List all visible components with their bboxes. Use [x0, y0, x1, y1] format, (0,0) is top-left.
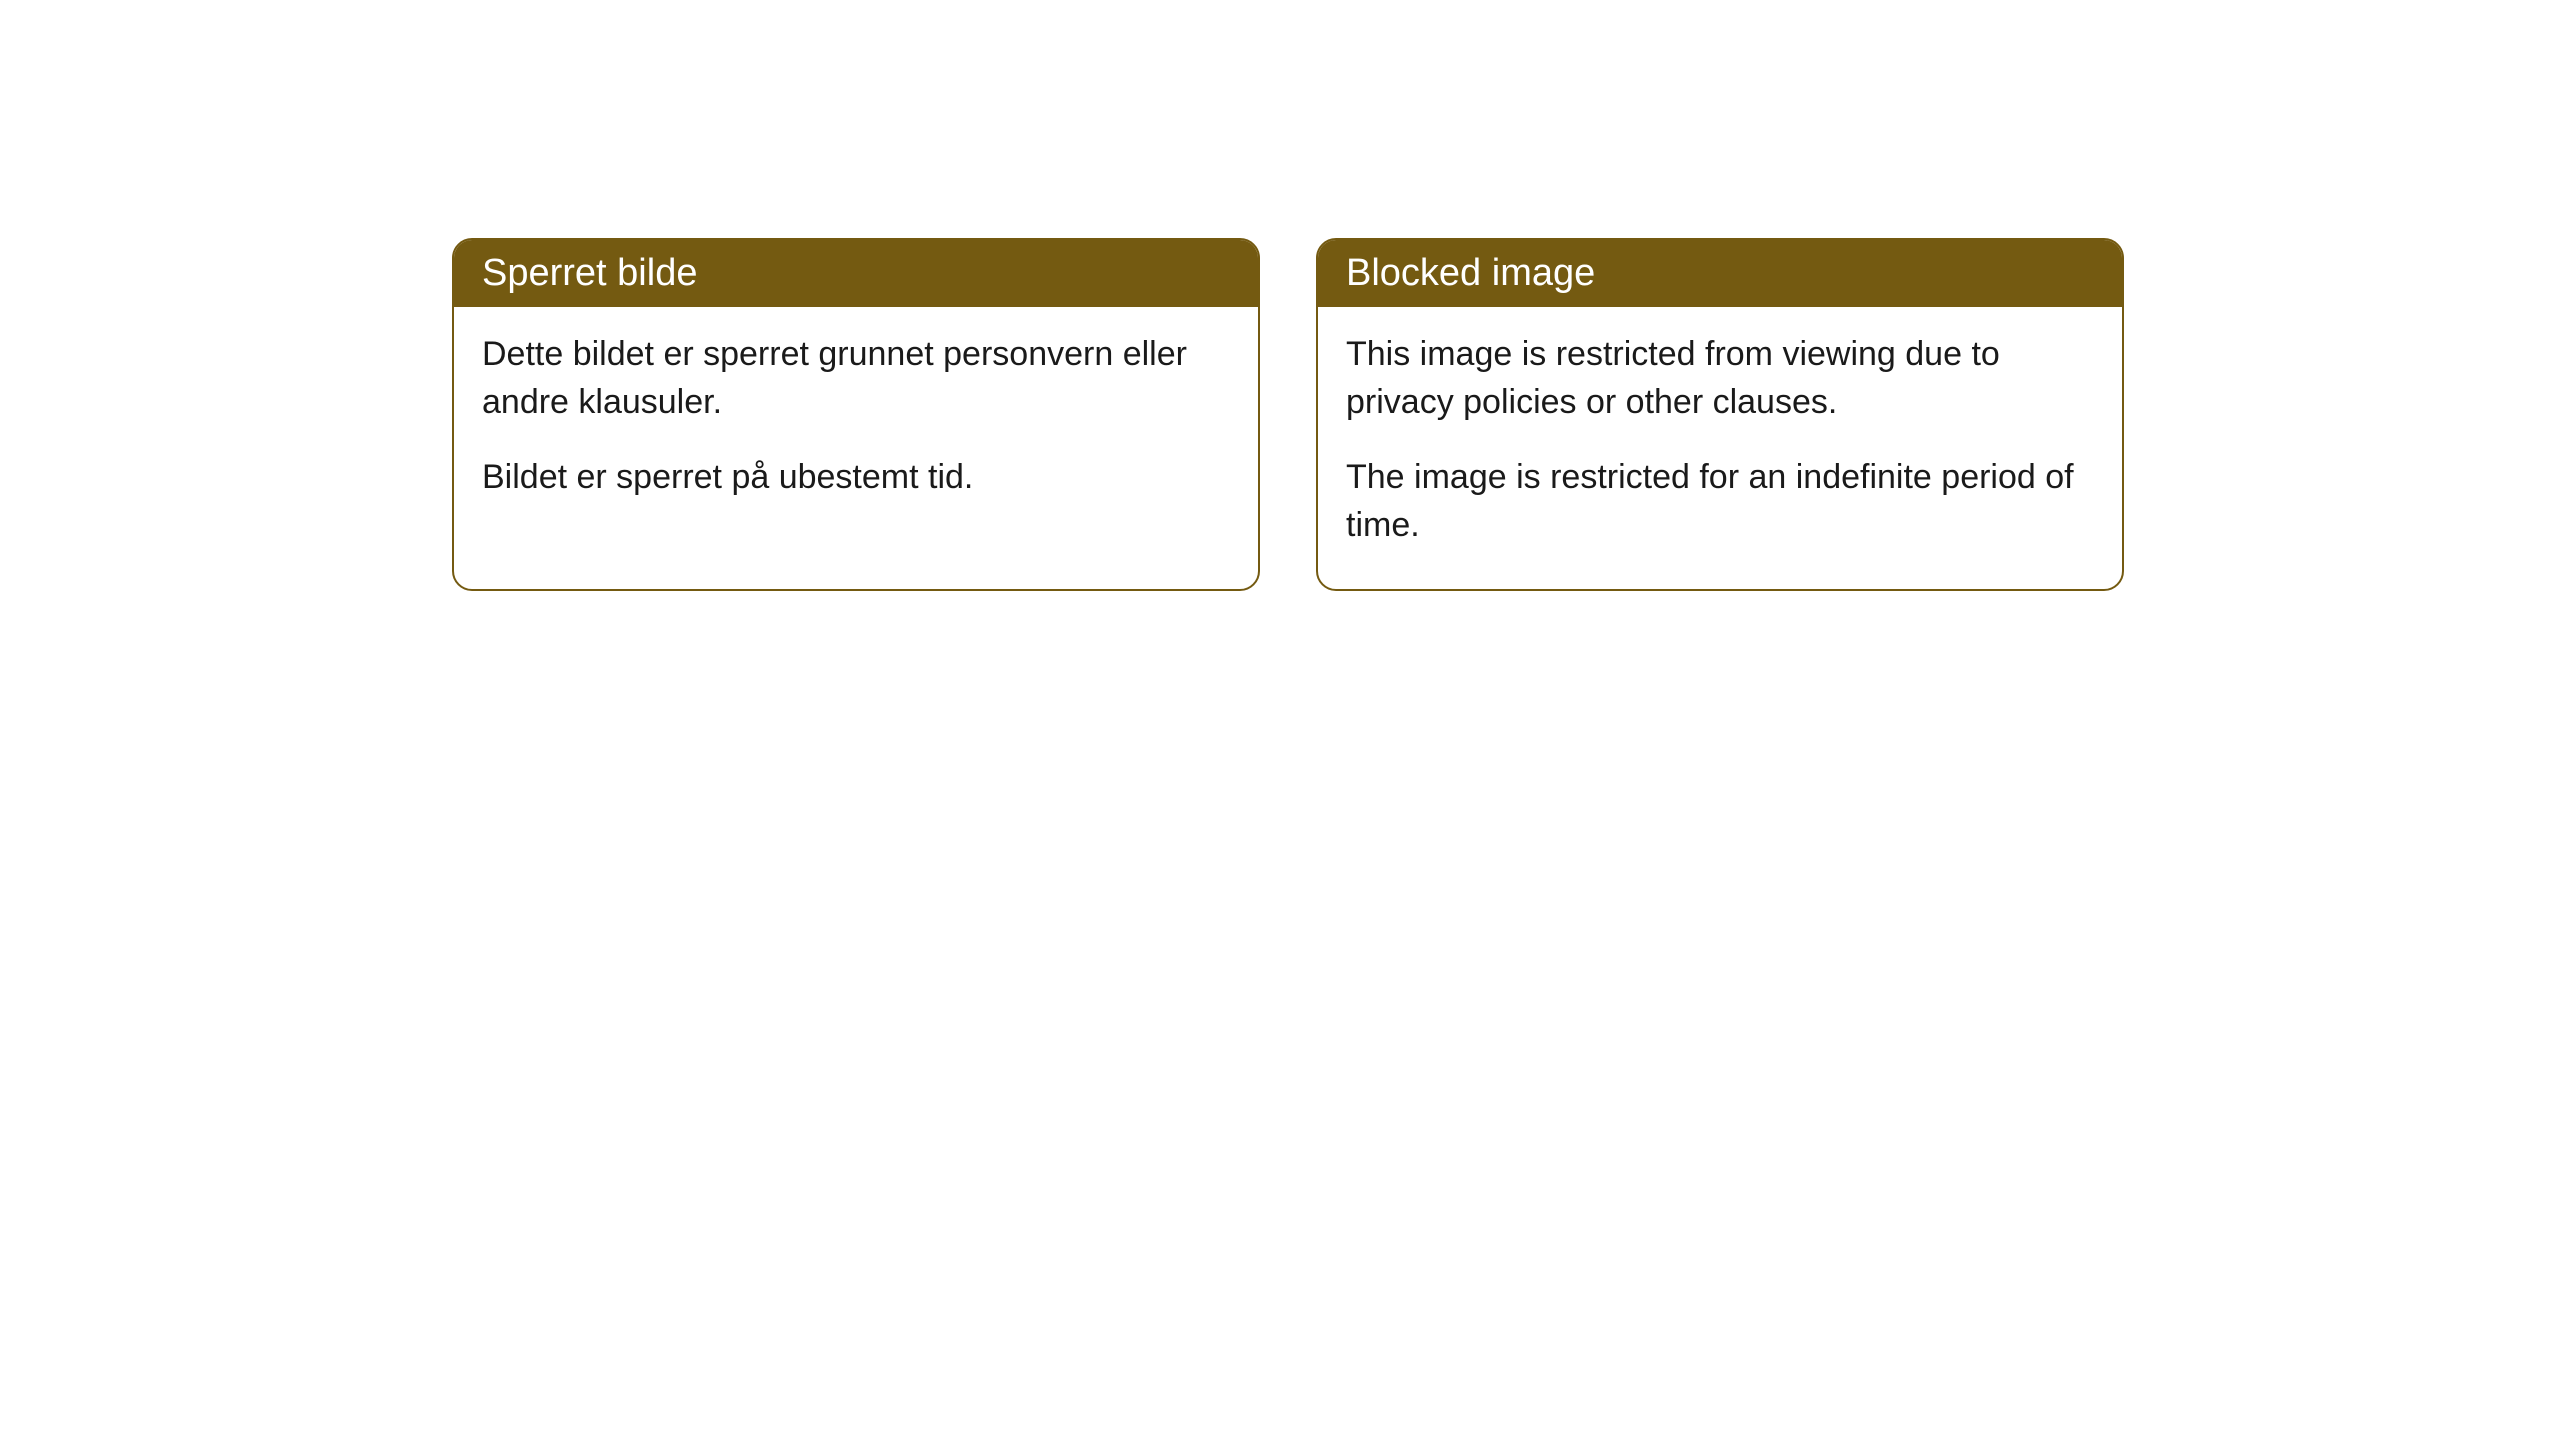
- card-english: Blocked image This image is restricted f…: [1316, 238, 2124, 591]
- card-paragraph: The image is restricted for an indefinit…: [1346, 454, 2094, 549]
- card-header-norwegian: Sperret bilde: [454, 240, 1258, 307]
- card-body-english: This image is restricted from viewing du…: [1318, 307, 2122, 589]
- cards-container: Sperret bilde Dette bildet er sperret gr…: [452, 238, 2124, 591]
- card-body-norwegian: Dette bildet er sperret grunnet personve…: [454, 307, 1258, 542]
- card-paragraph: This image is restricted from viewing du…: [1346, 331, 2094, 426]
- card-header-english: Blocked image: [1318, 240, 2122, 307]
- card-norwegian: Sperret bilde Dette bildet er sperret gr…: [452, 238, 1260, 591]
- card-paragraph: Dette bildet er sperret grunnet personve…: [482, 331, 1230, 426]
- card-paragraph: Bildet er sperret på ubestemt tid.: [482, 454, 1230, 502]
- card-title: Sperret bilde: [482, 252, 697, 294]
- card-title: Blocked image: [1346, 252, 1595, 294]
